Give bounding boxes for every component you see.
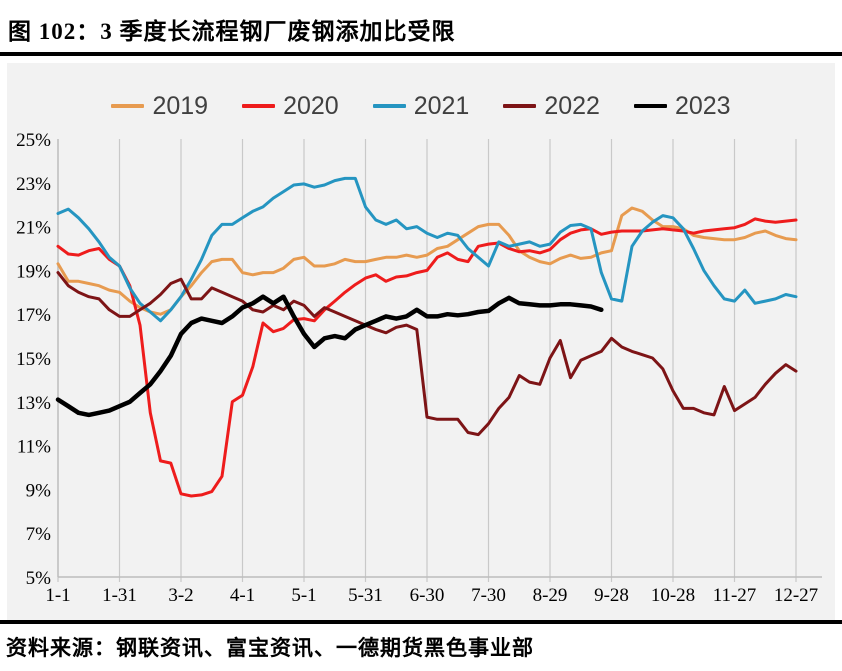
figure-footer: 资料来源：钢联资讯、富宝资讯、一德期货黑色事业部 [0,624,842,662]
y-axis-label: 23% [16,174,51,195]
figure-title: 图 102：3 季度长流程钢厂废钢添加比受限 [8,19,456,44]
figure-header: 图 102：3 季度长流程钢厂废钢添加比受限 [0,0,842,52]
y-axis-label: 11% [17,437,51,458]
legend-swatch-2019 [111,104,145,108]
y-axis-label: 13% [16,393,51,414]
footer-divider [0,620,842,624]
legend-swatch-2021 [372,104,406,108]
legend-swatch-2022 [503,104,537,108]
x-axis-label: 5-31 [348,585,383,606]
y-axis-label: 17% [16,305,51,326]
legend-label-2021: 2021 [413,91,470,120]
legend-label-2019: 2019 [152,91,209,120]
x-axis-label: 4-1 [230,585,255,606]
legend-item-2022: 2022 [503,92,600,121]
x-axis-label: 12-27 [774,585,818,606]
legend-item-2020: 2020 [242,92,339,121]
y-axis-label: 7% [26,524,52,545]
legend-item-2021: 2021 [372,91,470,121]
title-divider [0,52,842,56]
y-axis-label: 25% [16,130,51,151]
series-line-2020 [56,217,798,498]
x-axis-label: 1-31 [102,585,137,606]
x-axis-label: 7-30 [471,585,506,606]
x-axis-label: 11-27 [713,585,757,606]
x-axis-label: 5-1 [291,585,316,606]
y-axis-label: 15% [16,349,51,370]
series-line-2022 [56,271,798,437]
legend-label-2022: 2022 [544,91,600,120]
legend-swatch-2023 [633,104,667,108]
y-axis-label: 19% [16,261,51,282]
x-axis-label: 8-29 [533,585,568,606]
y-axis-label: 5% [26,568,52,589]
seasonal-line-chart: 1-1 1-31 3-2 4-1 5-1 5-31 6-30 7-30 8-29 9-28 10-2… [16,130,822,606]
data-source: 资料来源：钢联资讯、富宝资讯、一德期货黑色事业部 [6,636,534,660]
x-axis-label: 10-28 [651,585,695,606]
legend-swatch-2020 [242,104,276,108]
y-axis-label: 21% [16,218,51,239]
chart-legend: 2019 2020 2021 2022 2023 [7,63,835,125]
legend-label-2020: 2020 [283,91,339,120]
series-line-2021 [56,176,798,323]
x-axis-label: 3-2 [168,585,193,606]
x-axis-label: 1-1 [45,585,70,606]
x-axis-label: 9-28 [594,585,629,606]
chart-area: 1-1 1-31 3-2 4-1 5-1 5-31 6-30 7-30 8-29 9-28 10-2… [7,126,835,620]
series-line-2023 [55,294,604,418]
x-axis-label: 6-30 [410,585,445,606]
legend-item-2023: 2023 [633,91,731,121]
legend-item-2019: 2019 [111,92,208,121]
chart-panel: 2019 2020 2021 2022 2023 1-1 1-31 3-2 4-1 5-1 5-3… [7,63,835,620]
legend-label-2023: 2023 [674,91,731,120]
y-axis-label: 9% [26,480,52,501]
